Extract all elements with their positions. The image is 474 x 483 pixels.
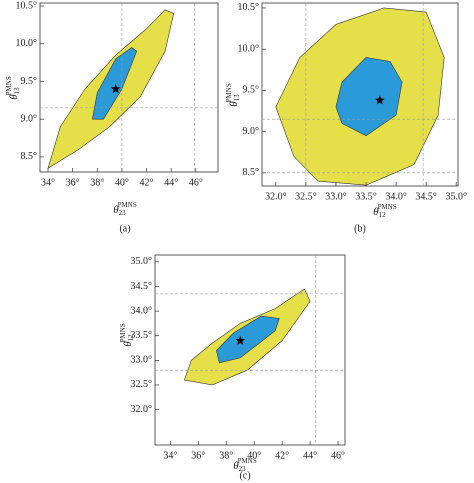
x-axis-label-sup: PMNS: [118, 201, 137, 209]
x-axis-label: θ23PMNS: [233, 457, 257, 473]
y-axis-label: θ13PMNS: [225, 83, 241, 107]
x-tick-label: 38°: [90, 177, 104, 188]
x-axis-label-base: θ: [113, 204, 119, 216]
x-axis-label-sub: 12: [379, 211, 387, 219]
y-axis-label-sup: PMNS: [5, 76, 13, 95]
best-fit-star: [111, 84, 121, 94]
x-axis-label-sup: PMNS: [378, 203, 397, 211]
x-tick-label: 32.5°: [295, 191, 317, 202]
x-tick-label: 34.5°: [415, 191, 437, 202]
x-axis-label: θ23PMNS: [113, 201, 137, 217]
y-tick-label: 32.5°: [131, 379, 153, 390]
y-axis-label-sub: 13: [233, 94, 241, 102]
x-tick-label: 44°: [303, 450, 317, 461]
x-tick-label: 46°: [331, 450, 345, 461]
x-tick-label: 36°: [191, 450, 205, 461]
y-axis-label-sup: PMNS: [119, 323, 127, 342]
x-tick-label: 42°: [140, 177, 154, 188]
y-tick-label: 10.5°: [238, 2, 260, 13]
y-tick-label: 9.0°: [21, 113, 38, 124]
x-tick-label: 35.0°: [445, 191, 467, 202]
y-axis-label: θ13PMNS: [5, 76, 21, 100]
x-tick-label: 46°: [189, 177, 203, 188]
panel-label: (a): [119, 223, 130, 234]
y-tick-label: 32.0°: [131, 404, 153, 415]
x-tick-label: 40°: [115, 177, 129, 188]
x-tick-label: 34.0°: [385, 191, 407, 202]
y-tick-label: 9.5°: [21, 76, 38, 87]
y-tick-label: 9.5°: [243, 85, 260, 96]
contour-region: [216, 315, 280, 364]
x-axis-label-base: θ: [233, 460, 239, 472]
best-fit-star: [235, 335, 245, 345]
x-axis-label-sup: PMNS: [238, 457, 257, 465]
y-axis-label-sub: 12: [127, 334, 135, 342]
y-axis-label-base: θ: [228, 101, 240, 107]
x-tick-label: 42°: [275, 450, 289, 461]
y-tick-label: 10.5°: [16, 0, 38, 11]
y-tick-label: 10.0°: [238, 43, 260, 54]
x-axis-label-sub: 23: [119, 209, 127, 217]
y-axis-label-sup: PMNS: [225, 83, 233, 102]
y-tick-label: 9.0°: [243, 126, 260, 137]
x-tick-label: 32.0°: [265, 191, 287, 202]
y-axis-label: θ12PMNS: [119, 323, 135, 347]
x-axis-label-base: θ: [373, 206, 379, 218]
y-axis-label-sub: 13: [13, 87, 21, 95]
y-tick-label: 33.5°: [131, 330, 153, 341]
contour-region: [91, 47, 138, 120]
y-tick-label: 8.5°: [21, 151, 38, 162]
x-tick-label: 33.0°: [325, 191, 347, 202]
y-tick-label: 34.5°: [131, 281, 153, 292]
y-axis-label-base: θ: [122, 341, 134, 347]
y-tick-label: 34.0°: [131, 305, 153, 316]
x-tick-label: 44°: [164, 177, 178, 188]
y-tick-label: 33.0°: [131, 355, 153, 366]
contour-region: [335, 57, 403, 137]
y-tick-label: 8.5°: [243, 167, 260, 178]
x-axis-label-sub: 23: [239, 465, 247, 473]
x-tick-label: 38°: [219, 450, 233, 461]
panel-label: (c): [239, 470, 250, 481]
y-axis-label-base: θ: [8, 94, 20, 100]
x-tick-label: 34°: [41, 177, 55, 188]
best-fit-star: [375, 95, 385, 105]
y-tick-label: 35.0°: [131, 256, 153, 267]
x-tick-label: 36°: [66, 177, 80, 188]
x-axis-label: θ12PMNS: [373, 203, 397, 219]
x-tick-label: 33.5°: [355, 191, 377, 202]
x-tick-label: 40°: [247, 450, 261, 461]
y-tick-label: 10.0°: [16, 38, 38, 49]
x-tick-label: 34°: [163, 450, 177, 461]
panel-label: (b): [354, 223, 366, 234]
